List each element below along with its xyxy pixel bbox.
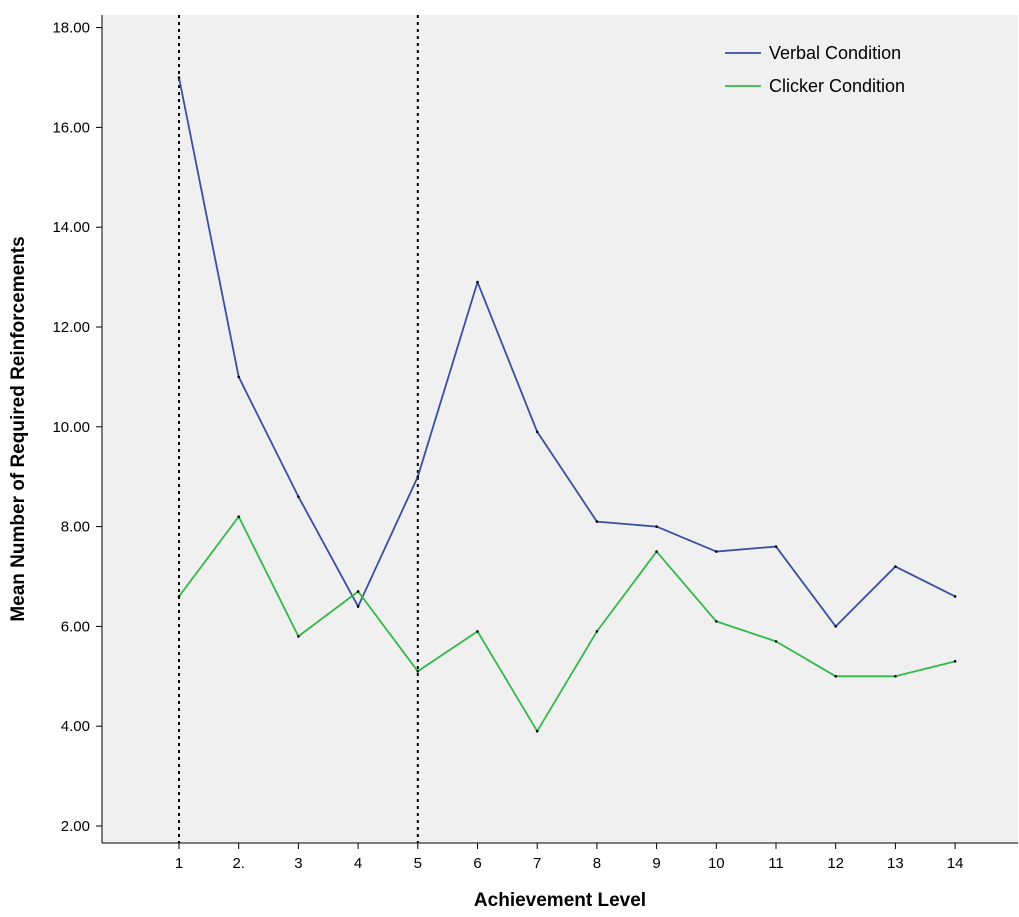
data-point [655,525,658,528]
x-tick-label: 13 [887,855,904,872]
series-line [178,515,956,733]
data-point [953,660,957,663]
x-tick-label: 4 [354,855,362,872]
data-point [595,630,599,633]
data-point [953,595,957,598]
y-axis-title: Mean Number of Required Reinforcements [8,236,29,621]
data-point [476,280,479,284]
data-point [715,550,718,553]
legend-label: Verbal Condition [769,43,901,63]
y-tick-label: 16.00 [52,119,90,136]
y-tick-label: 18.00 [52,20,90,37]
data-point [416,670,420,673]
legend: Verbal Condition Clicker Condition [725,43,905,96]
data-point [535,430,539,434]
y-tick-label: 2.00 [61,818,90,835]
data-point [237,515,240,518]
x-tick-label: 2. [232,855,245,872]
x-tick-label: 12 [827,855,844,872]
series-layer [177,76,957,733]
data-point [595,520,599,523]
data-point [177,76,181,79]
data-point [715,620,718,623]
data-point [655,550,658,553]
x-tick-label: 7 [533,855,541,872]
x-tick-label: 5 [414,855,422,872]
x-tick-label: 10 [708,855,725,872]
x-axis: 1 2. 3 4 5 6 7 8 9 10 11 12 13 14 [102,842,1018,872]
plot-area [102,15,1018,843]
data-point [834,625,837,628]
x-tick-label: 11 [768,855,784,872]
data-point [356,605,360,608]
x-tick-label: 1 [175,855,183,872]
data-point [237,375,240,379]
y-tick-label: 10.00 [52,419,90,436]
y-tick-label: 12.00 [52,319,90,336]
y-tick-label: 4.00 [61,718,90,735]
x-tick-label: 6 [473,855,481,872]
data-point [476,630,479,633]
data-point [177,595,181,598]
data-point [297,495,300,498]
data-point [894,565,897,568]
x-axis-title: Achievement Level [474,890,646,911]
reference-lines [178,15,419,843]
x-tick-label: 8 [593,855,601,872]
x-tick-label: 9 [652,855,660,872]
y-tick-label: 6.00 [61,618,90,635]
series-line [178,77,956,628]
data-point [535,729,539,733]
x-tick-label: 3 [294,855,302,872]
data-point [894,675,897,678]
data-point [774,640,778,643]
data-point [834,675,837,678]
data-point [416,475,420,479]
legend-label: Clicker Condition [769,76,905,96]
series-1 [177,76,957,628]
y-tick-label: 14.00 [52,219,90,236]
series-2 [177,515,957,733]
y-tick-label: 8.00 [61,519,90,536]
data-point [356,590,360,593]
y-axis: 2.00 4.00 6.00 8.00 10.00 12.00 14.00 16.00 18.0… [52,15,103,843]
x-tick-label: 14 [947,855,964,872]
data-point [297,635,300,638]
data-point [774,545,778,548]
